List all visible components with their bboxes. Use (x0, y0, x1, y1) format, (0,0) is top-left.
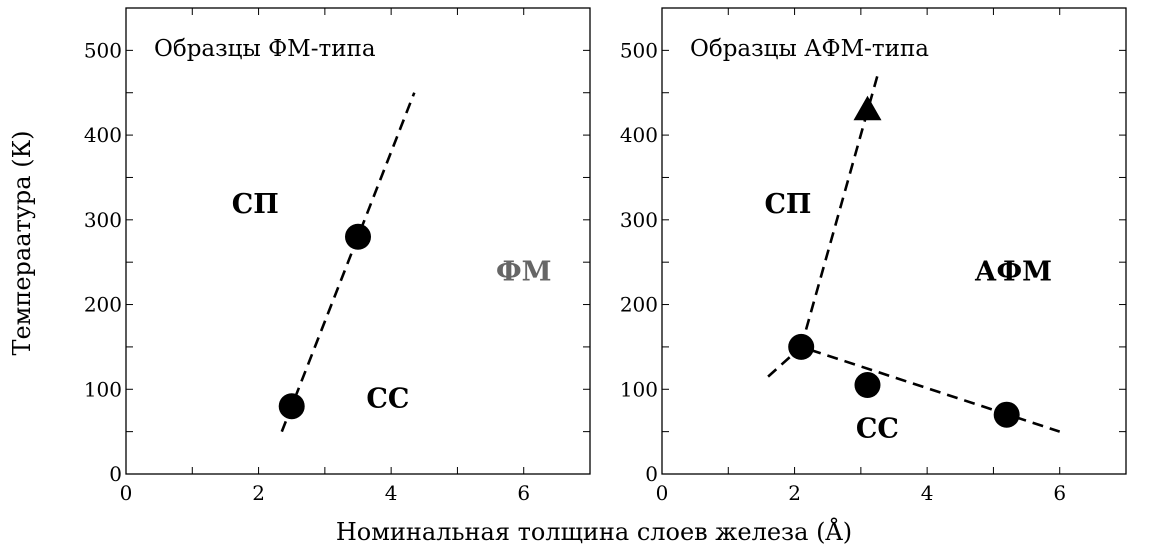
region-label: СС (366, 384, 409, 415)
y-tick-label: 0 (109, 462, 122, 486)
chart-panel-2: 0 2 4 6 0 100 200 300 400 500 Образцы АФМ-типа СП АФ… (620, 7, 1127, 505)
y-tick-label: 400 (620, 123, 658, 147)
y-tick-label: 100 (84, 377, 122, 401)
data-point-circle (345, 223, 371, 250)
region-label: АФМ (975, 257, 1053, 288)
x-tick-label: 4 (385, 481, 398, 505)
data-point-circle (854, 372, 881, 399)
y-tick-label: 200 (84, 293, 122, 317)
dashed-boundary-line (280, 92, 416, 433)
data-point-circle (993, 401, 1020, 428)
x-tick-label: 6 (1053, 481, 1066, 505)
x-tick-label: 4 (921, 481, 934, 505)
x-tick-label: 6 (517, 481, 530, 505)
x-tick-label: 0 (656, 481, 669, 505)
y-tick-label: 400 (84, 123, 122, 147)
panel-title: Образцы ФМ-типа (154, 36, 376, 62)
region-label: ФМ (496, 257, 552, 288)
x-tick-label: 0 (120, 481, 133, 505)
y-axis-title: Темпераатура (К) (8, 130, 36, 355)
y-tick-label: 200 (620, 293, 658, 317)
panel-title: Образцы АФМ-типа (690, 36, 929, 62)
x-tick-label: 2 (252, 481, 265, 505)
y-tick-label: 100 (620, 377, 658, 401)
region-label: СС (856, 413, 899, 444)
y-tick-label: 500 (84, 38, 122, 62)
region-label: СП (764, 189, 811, 220)
x-axis-title: Номинальная толщина слоев железа (Å) (336, 517, 852, 546)
data-point-circle (278, 393, 305, 420)
dashed-boundary-line (799, 75, 879, 348)
data-point-circle (788, 333, 815, 360)
data-point-triangle (853, 95, 882, 121)
region-label: СП (232, 189, 279, 220)
y-tick-label: 300 (620, 208, 658, 232)
chart-panel-1: 0 2 4 6 0 100 200 300 400 500 Образцы ФМ-типа СП ФМ С… (84, 7, 591, 505)
y-tick-label: 300 (84, 208, 122, 232)
x-tick-label: 2 (788, 481, 801, 505)
plot-frame (661, 7, 1127, 475)
y-tick-label: 500 (620, 38, 658, 62)
y-tick-label: 0 (645, 462, 658, 486)
plot-frame (125, 7, 591, 475)
